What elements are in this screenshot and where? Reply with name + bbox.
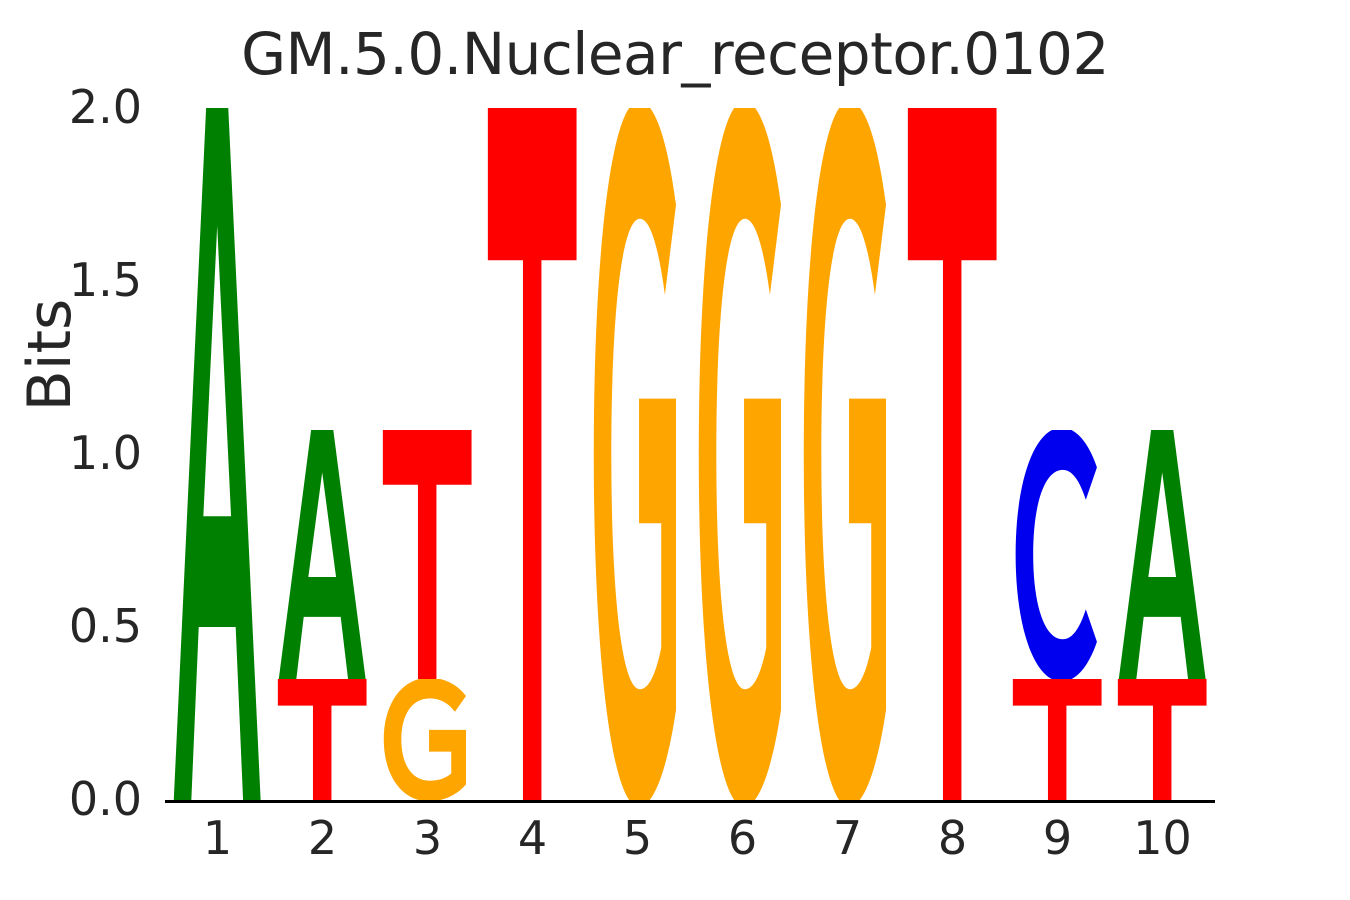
page-title: GM.5.0.Nuclear_receptor.0102 [241, 20, 1109, 88]
logo-stack-position-7 [801, 108, 893, 800]
x-tick-label-2: 2 [307, 811, 338, 865]
logo-stack-position-5 [591, 108, 683, 800]
x-tick-label-10: 10 [1133, 811, 1192, 865]
y-tick-label-0.0: 0.0 [68, 772, 142, 826]
y-tick-label-1.5: 1.5 [68, 253, 142, 307]
x-tick-label-3: 3 [412, 811, 443, 865]
logo-letter-A-pos10 [1116, 429, 1208, 679]
x-tick-label-6: 6 [727, 811, 758, 865]
x-tick-label-9: 9 [1042, 811, 1073, 865]
logo-letter-T-pos4 [486, 108, 578, 800]
logo-letter-G-pos3 [381, 678, 473, 800]
x-tick-label-5: 5 [622, 811, 653, 865]
logo-letter-T-pos8 [906, 108, 998, 800]
logo-letter-G-pos5 [591, 108, 683, 800]
logo-stack-position-2 [276, 108, 368, 800]
logo-letter-G-pos7 [801, 108, 893, 800]
x-tick-label-1: 1 [202, 811, 233, 865]
logo-stack-position-10 [1116, 108, 1208, 800]
logo-letter-A-pos1 [171, 108, 263, 800]
logo-stack-position-4 [486, 108, 578, 800]
logo-letter-T-pos10 [1116, 678, 1208, 800]
logo-stack-position-1 [171, 108, 263, 800]
logo-stack-position-8 [906, 108, 998, 800]
logo-stack-position-6 [696, 108, 788, 800]
logo-stack-position-9 [1011, 108, 1103, 800]
logo-letter-A-pos2 [276, 429, 368, 679]
y-tick-label-2.0: 2.0 [68, 80, 142, 134]
logo-letter-T-pos2 [276, 678, 368, 800]
x-tick-label-7: 7 [832, 811, 863, 865]
logo-letter-T-pos9 [1011, 678, 1103, 800]
y-tick-label-0.5: 0.5 [68, 599, 142, 653]
logo-letter-T-pos3 [381, 429, 473, 679]
logo-letter-G-pos6 [696, 108, 788, 800]
logo-letter-C-pos9 [1011, 429, 1103, 679]
plot-area [165, 108, 1215, 800]
y-tick-label-1.0: 1.0 [68, 426, 142, 480]
x-tick-label-8: 8 [937, 811, 968, 865]
logo-stack-position-3 [381, 108, 473, 800]
x-tick-label-4: 4 [517, 811, 548, 865]
x-axis-line [165, 800, 1215, 803]
